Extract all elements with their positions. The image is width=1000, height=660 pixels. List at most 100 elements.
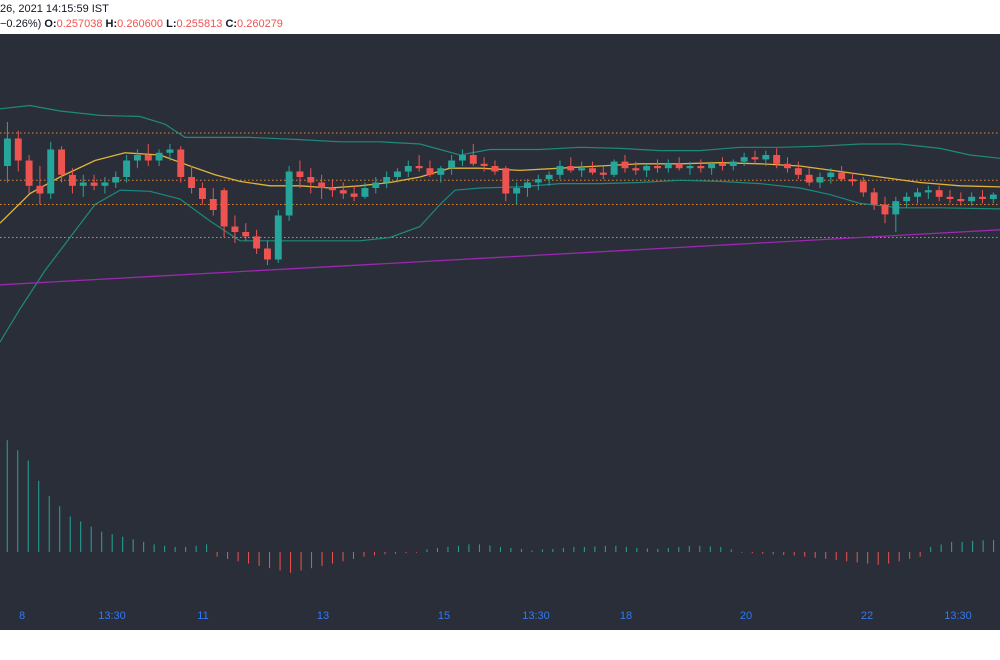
candle <box>144 144 152 166</box>
candle <box>14 130 22 172</box>
candle-body <box>751 157 759 160</box>
high-label: H: <box>105 18 118 30</box>
candle-body <box>3 138 11 166</box>
x-tick-label: 13 <box>317 610 329 622</box>
candle-body <box>545 174 553 180</box>
candle-body <box>719 163 726 166</box>
candle-body <box>361 188 369 197</box>
candle <box>968 192 976 206</box>
candle <box>675 157 683 171</box>
candle <box>328 179 336 197</box>
candle <box>339 182 347 199</box>
candle-body <box>253 236 261 249</box>
candle-body <box>36 185 44 194</box>
candle-body <box>25 160 33 186</box>
candle-body <box>567 166 575 171</box>
long-ma-line <box>0 229 1000 286</box>
candle <box>578 161 586 177</box>
candle <box>621 155 629 173</box>
candle <box>123 155 131 183</box>
chart-canvas[interactable]: 8 13:30 11 13 15 13:30 18 20 22 13:30 <box>0 34 1000 630</box>
candle-body <box>957 199 965 202</box>
candle <box>567 157 575 173</box>
candle-body <box>881 204 889 215</box>
candle-body <box>437 168 445 175</box>
candle <box>188 166 196 194</box>
candle-body <box>816 177 824 183</box>
candle <box>903 192 911 208</box>
candle-body <box>209 199 217 210</box>
candle-body <box>448 160 456 169</box>
x-tick-label: 18 <box>620 610 632 622</box>
candle <box>112 171 120 188</box>
candle-body <box>892 201 900 215</box>
candle-body <box>112 177 120 183</box>
candle <box>643 163 651 177</box>
candle <box>491 160 499 175</box>
candle-body <box>578 168 586 171</box>
candle-body <box>415 166 423 169</box>
candle-body <box>47 149 55 194</box>
candle <box>740 152 748 166</box>
candle <box>924 185 932 199</box>
candle <box>36 166 44 205</box>
bottom-strip <box>0 630 1000 660</box>
candle <box>729 159 737 171</box>
candle <box>827 168 835 184</box>
candle <box>513 182 521 205</box>
candle-body <box>90 182 98 186</box>
candle <box>588 161 596 175</box>
candle <box>47 141 55 199</box>
candle <box>838 166 846 182</box>
candle-body <box>318 182 326 188</box>
candle-body <box>198 188 206 199</box>
candle <box>989 192 997 204</box>
candle <box>383 171 391 188</box>
histogram <box>6 440 995 573</box>
x-tick-label: 20 <box>740 610 752 622</box>
candle-body <box>491 166 499 172</box>
x-tick-label: 13:30 <box>944 610 972 622</box>
candle <box>209 188 217 216</box>
candle-body <box>502 168 510 194</box>
candle <box>697 159 705 173</box>
candle <box>79 174 87 197</box>
candle-body <box>935 190 943 197</box>
high-value: 0.260600 <box>117 18 164 30</box>
candle <box>773 148 781 169</box>
candle-body <box>968 196 976 202</box>
candle <box>58 146 66 183</box>
candle <box>957 192 965 206</box>
close-value: 0.260279 <box>237 18 283 30</box>
candle <box>361 182 369 199</box>
candle <box>448 155 456 175</box>
candle <box>610 159 618 177</box>
candle <box>372 177 380 194</box>
candle-body <box>144 155 152 161</box>
candle-body <box>556 166 564 175</box>
candle <box>307 168 315 194</box>
candle <box>502 166 510 202</box>
chart-area[interactable]: 8 13:30 11 13 15 13:30 18 20 22 13:30 <box>0 34 1000 630</box>
bb-lower-line <box>0 179 1000 343</box>
candle <box>556 160 564 180</box>
candle <box>935 185 943 202</box>
candle-body <box>643 166 651 171</box>
candle-body <box>68 174 76 186</box>
candle <box>101 177 109 194</box>
low-value: 0.255813 <box>176 18 223 30</box>
ohlc-legend: −0.26%) O:0.257038 H:0.260600 L:0.255813… <box>0 18 283 30</box>
candle <box>133 149 141 169</box>
candle-body <box>686 166 694 169</box>
candle-body <box>220 190 228 227</box>
x-tick-label: 13:30 <box>522 610 550 622</box>
candle <box>393 168 401 183</box>
candle-body <box>762 155 770 160</box>
candle <box>946 190 954 204</box>
candle <box>881 196 889 224</box>
candle <box>155 149 163 166</box>
candle-body <box>805 174 813 183</box>
candle <box>816 172 824 188</box>
candle <box>599 166 607 180</box>
candle-body <box>838 172 846 180</box>
